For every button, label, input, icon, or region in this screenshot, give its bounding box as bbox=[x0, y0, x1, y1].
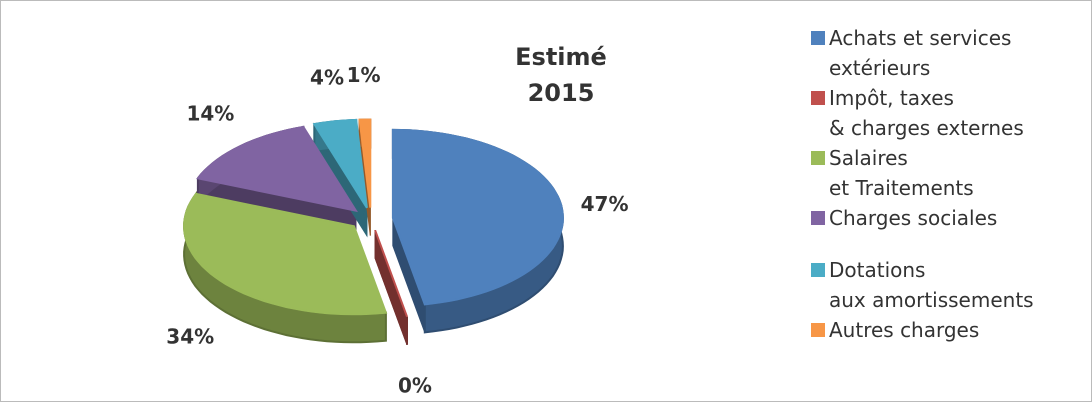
data-label: 4% bbox=[310, 65, 344, 89]
slice bbox=[183, 192, 388, 316]
legend: Achats et services extérieurs Impôt, taxe… bbox=[809, 23, 1034, 345]
legend-item: Autres charges bbox=[809, 315, 1034, 345]
legend-swatch bbox=[811, 151, 825, 165]
legend-label: Salaires et Traitements bbox=[829, 146, 974, 200]
slice bbox=[196, 125, 358, 213]
legend-swatch bbox=[811, 211, 825, 225]
slice bbox=[391, 128, 564, 306]
data-label: 1% bbox=[347, 63, 381, 87]
legend-item: Charges sociales bbox=[809, 203, 1034, 233]
legend-item: Impôt, taxes & charges externes bbox=[809, 83, 1034, 143]
data-label: 34% bbox=[166, 324, 214, 348]
data-label: 0% bbox=[398, 374, 432, 398]
data-label: 47% bbox=[581, 192, 629, 216]
legend-label: Impôt, taxes & charges externes bbox=[829, 86, 1024, 140]
legend-item: Dotations aux amortissements bbox=[809, 255, 1034, 315]
legend-item: Achats et services extérieurs bbox=[809, 23, 1034, 83]
legend-swatch bbox=[811, 31, 825, 45]
slice bbox=[312, 118, 368, 209]
legend-label: Charges sociales bbox=[829, 206, 998, 230]
legend-swatch bbox=[811, 263, 825, 277]
legend-label: Dotations aux amortissements bbox=[829, 258, 1034, 312]
legend-swatch bbox=[811, 323, 825, 337]
legend-label: Autres charges bbox=[829, 318, 980, 342]
slice bbox=[374, 229, 408, 318]
legend-swatch bbox=[811, 91, 825, 105]
slice bbox=[358, 118, 372, 208]
legend-label: Achats et services extérieurs bbox=[829, 26, 1012, 80]
chart-title: Estimé 2015 bbox=[515, 43, 607, 107]
data-label: 14% bbox=[186, 102, 234, 126]
legend-item: Salaires et Traitements bbox=[809, 143, 1034, 203]
